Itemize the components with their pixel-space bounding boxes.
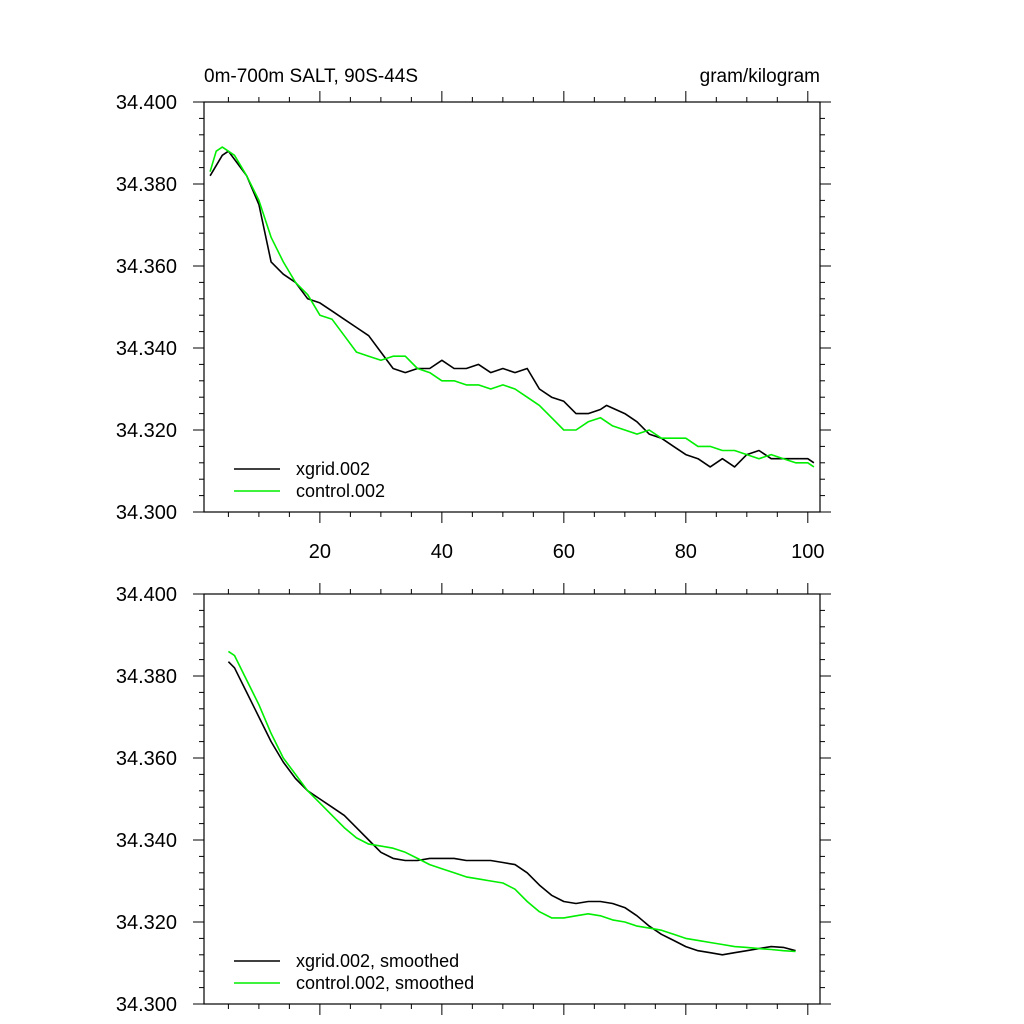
legend-label-control-smoothed: control.002, smoothed xyxy=(296,973,474,993)
plot-frame xyxy=(203,101,821,513)
x-tick-label: 100 xyxy=(791,541,824,563)
y-tick-label: 34.380 xyxy=(116,666,177,688)
y-tick-label: 34.300 xyxy=(116,502,177,524)
y-tick-labels: 34.300 34.320 34.340 34.360 34.380 34.400 xyxy=(116,584,177,1016)
y-tick-label: 34.320 xyxy=(116,912,177,934)
y-tick-label: 34.400 xyxy=(116,92,177,114)
units-label: gram/kilogram xyxy=(700,66,820,87)
chart-title: 0m-700m SALT, 90S-44S xyxy=(204,66,418,87)
x-tick-labels: 20 40 60 80 100 xyxy=(309,541,825,563)
y-tick-labels: 34.300 34.320 34.340 34.360 34.380 34.400 xyxy=(116,92,177,524)
series-line-xgrid xyxy=(209,150,815,468)
legend-label-xgrid-smoothed: xgrid.002, smoothed xyxy=(296,951,459,971)
x-tick-label: 20 xyxy=(309,541,331,563)
legend-label-control: control.002 xyxy=(296,481,385,501)
series-line-control xyxy=(227,650,796,953)
y-tick-label: 34.400 xyxy=(116,584,177,606)
x-tick-label: 80 xyxy=(675,541,697,563)
y-tick-label: 34.380 xyxy=(116,174,177,196)
y-tick-label: 34.320 xyxy=(116,420,177,442)
series-lines xyxy=(209,146,815,468)
axis-ticks xyxy=(193,91,831,523)
y-tick-label: 34.360 xyxy=(116,256,177,278)
y-tick-label: 34.360 xyxy=(116,748,177,770)
series-line-xgrid xyxy=(227,661,796,956)
y-tick-label: 34.300 xyxy=(116,994,177,1016)
panel-raw: 0m-700m SALT, 90S-44S gram/kilogram 20 40… xyxy=(116,66,831,563)
y-tick-label: 34.340 xyxy=(116,338,177,360)
legend-label-xgrid: xgrid.002 xyxy=(296,459,370,479)
plot-frame xyxy=(203,593,821,1005)
panel-smoothed: 34.300 34.320 34.340 34.360 34.380 34.400 xgr… xyxy=(116,583,831,1016)
y-tick-label: 34.340 xyxy=(116,830,177,852)
legend: xgrid.002 control.002 xyxy=(234,459,385,501)
axis-ticks xyxy=(193,583,831,1015)
x-tick-label: 40 xyxy=(431,541,453,563)
series-line-control xyxy=(209,146,815,468)
x-tick-label: 60 xyxy=(553,541,575,563)
series-lines xyxy=(227,650,796,956)
legend: xgrid.002, smoothed control.002, smoothe… xyxy=(234,951,474,993)
